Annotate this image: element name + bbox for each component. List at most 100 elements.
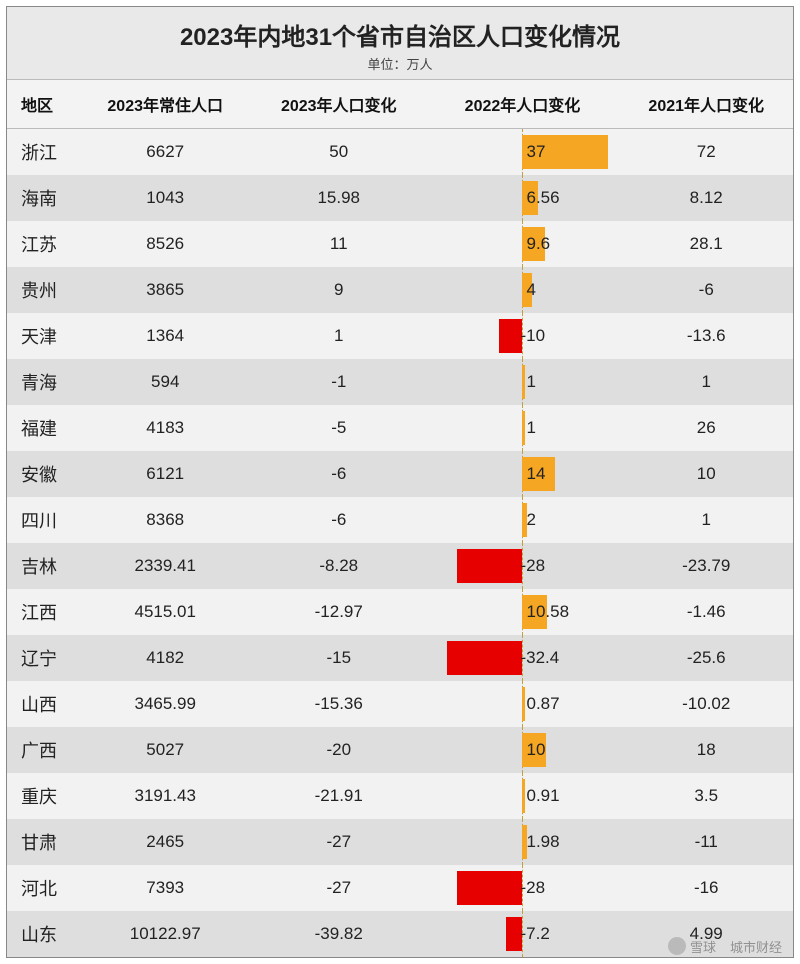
- table-row: 海南104315.98 6.56 8.12: [7, 175, 793, 221]
- table-row: 吉林2339.41-8.28-28-23.79: [7, 543, 793, 589]
- col-header-chg2021: 2021年人口变化: [619, 80, 793, 129]
- cell-chg2023: -12.97: [252, 589, 426, 635]
- cell-chg2021: -11: [619, 819, 793, 865]
- cell-pop2023: 594: [78, 359, 252, 405]
- cell-chg2022-bar: 4: [426, 267, 620, 313]
- bar-value-label: -28: [520, 878, 545, 898]
- cell-chg2021: 8.12: [619, 175, 793, 221]
- cell-pop2023: 3191.43: [78, 773, 252, 819]
- cell-chg2023: -39.82: [252, 911, 426, 957]
- cell-pop2023: 1364: [78, 313, 252, 359]
- cell-chg2021: 72: [619, 129, 793, 175]
- table-row: 贵州386594-6: [7, 267, 793, 313]
- cell-pop2023: 6627: [78, 129, 252, 175]
- bar-value-label: -10: [520, 326, 545, 346]
- bar-negative: [499, 319, 522, 353]
- cell-pop2023: 4183: [78, 405, 252, 451]
- bar-value-label: 4: [526, 280, 535, 300]
- bar-value-label: 9.6: [526, 234, 550, 254]
- table-row: 天津13641-10-13.6: [7, 313, 793, 359]
- cell-region: 江苏: [7, 221, 78, 267]
- cell-chg2022-bar: 2: [426, 497, 620, 543]
- cell-chg2022-bar: 37: [426, 129, 620, 175]
- cell-chg2023: 50: [252, 129, 426, 175]
- bar-value-label: 14: [526, 464, 545, 484]
- col-header-chg2023: 2023年人口变化: [252, 80, 426, 129]
- cell-region: 海南: [7, 175, 78, 221]
- col-header-region: 地区: [7, 80, 78, 129]
- bar-positive: [522, 687, 524, 721]
- cell-chg2023: -6: [252, 497, 426, 543]
- cell-chg2023: -15.36: [252, 681, 426, 727]
- table-row: 山西3465.99-15.360.87-10.02: [7, 681, 793, 727]
- bar-negative: [457, 871, 522, 905]
- cell-pop2023: 8526: [78, 221, 252, 267]
- cell-chg2022-bar: 9.6: [426, 221, 620, 267]
- bar-value-label: 10: [526, 740, 545, 760]
- cell-region: 山东: [7, 911, 78, 957]
- cell-pop2023: 3465.99: [78, 681, 252, 727]
- table-row: 广西5027-20 10 18: [7, 727, 793, 773]
- cell-region: 浙江: [7, 129, 78, 175]
- cell-chg2023: 1: [252, 313, 426, 359]
- cell-region: 河北: [7, 865, 78, 911]
- bar-negative: [457, 549, 522, 583]
- cell-chg2022-bar: 1.98: [426, 819, 620, 865]
- cell-pop2023: 4182: [78, 635, 252, 681]
- cell-chg2021: -1.46: [619, 589, 793, 635]
- cell-chg2023: -15: [252, 635, 426, 681]
- header-row: 地区 2023年常住人口 2023年人口变化 2022年人口变化 2021年人口…: [7, 80, 793, 129]
- bar-positive: [522, 411, 524, 445]
- cell-pop2023: 5027: [78, 727, 252, 773]
- cell-chg2021: 18: [619, 727, 793, 773]
- cell-chg2022-bar: -28: [426, 543, 620, 589]
- cell-pop2023: 10122.97: [78, 911, 252, 957]
- table-row: 江苏8526119.628.1: [7, 221, 793, 267]
- cell-pop2023: 2339.41: [78, 543, 252, 589]
- table-row: 青海594-111: [7, 359, 793, 405]
- bar-value-label: 37: [526, 142, 545, 162]
- cell-chg2022-bar: -28: [426, 865, 620, 911]
- cell-chg2023: 9: [252, 267, 426, 313]
- cell-chg2021: -13.6: [619, 313, 793, 359]
- bar-value-label: 10.58: [526, 602, 569, 622]
- cell-pop2023: 7393: [78, 865, 252, 911]
- col-header-pop2023: 2023年常住人口: [78, 80, 252, 129]
- cell-pop2023: 6121: [78, 451, 252, 497]
- cell-chg2023: -27: [252, 819, 426, 865]
- cell-pop2023: 1043: [78, 175, 252, 221]
- bar-value-label: -7.2: [520, 924, 549, 944]
- cell-pop2023: 3865: [78, 267, 252, 313]
- cell-chg2021: 1: [619, 497, 793, 543]
- bar-value-label: 1: [526, 372, 535, 392]
- cell-chg2022-bar: 6.56: [426, 175, 620, 221]
- bar-value-label: 1.98: [526, 832, 559, 852]
- cell-chg2021: 26: [619, 405, 793, 451]
- cell-chg2023: 15.98: [252, 175, 426, 221]
- cell-chg2022-bar: 14: [426, 451, 620, 497]
- chart-title: 2023年内地31个省市自治区人口变化情况: [11, 17, 789, 52]
- cell-chg2021: -10.02: [619, 681, 793, 727]
- cell-chg2021: -6: [619, 267, 793, 313]
- cell-region: 安徽: [7, 451, 78, 497]
- cell-pop2023: 2465: [78, 819, 252, 865]
- cell-chg2023: -20: [252, 727, 426, 773]
- chart-subtitle: 单位：万人: [11, 54, 789, 73]
- table-row: 山东10122.97-39.82 -7.2 4.99: [7, 911, 793, 957]
- cell-region: 辽宁: [7, 635, 78, 681]
- data-table: 地区 2023年常住人口 2023年人口变化 2022年人口变化 2021年人口…: [7, 80, 793, 957]
- cell-chg2023: 11: [252, 221, 426, 267]
- cell-region: 广西: [7, 727, 78, 773]
- bar-value-label: 0.87: [526, 694, 559, 714]
- cell-chg2022-bar: 10: [426, 727, 620, 773]
- cell-chg2022-bar: 10.58: [426, 589, 620, 635]
- col-header-chg2022: 2022年人口变化: [426, 80, 620, 129]
- bar-value-label: 6.56: [526, 188, 559, 208]
- cell-region: 吉林: [7, 543, 78, 589]
- table-row: 安徽6121-61410: [7, 451, 793, 497]
- cell-region: 甘肃: [7, 819, 78, 865]
- table-row: 四川8368-621: [7, 497, 793, 543]
- cell-chg2021: 4.99: [619, 911, 793, 957]
- bar-value-label: -32.4: [520, 648, 559, 668]
- table-row: 重庆3191.43-21.910.913.5: [7, 773, 793, 819]
